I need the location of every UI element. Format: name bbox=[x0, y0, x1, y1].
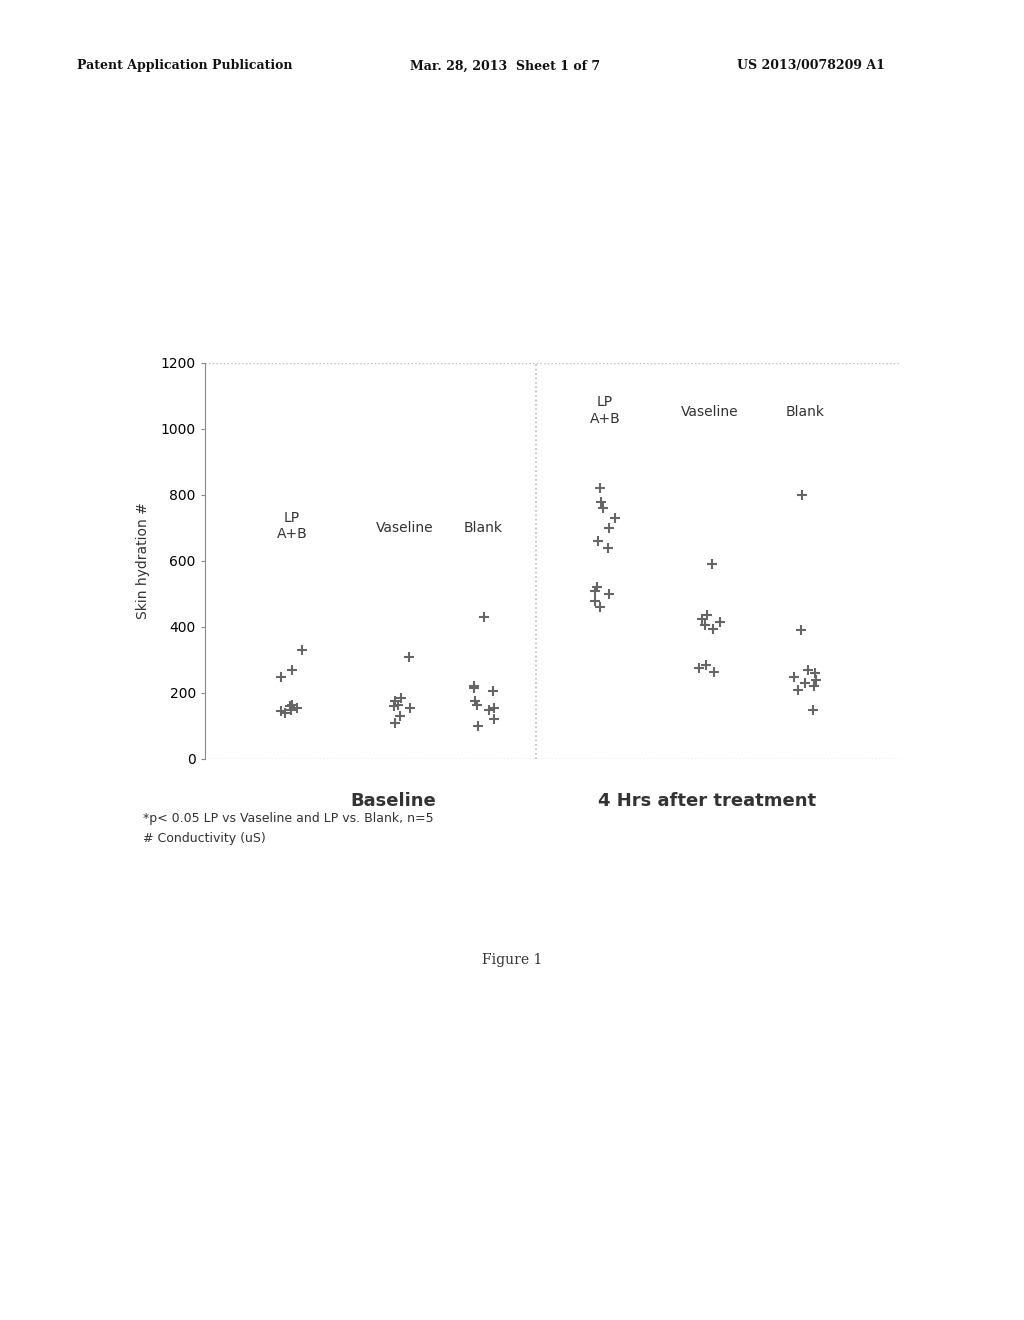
Text: Vaseline: Vaseline bbox=[681, 405, 738, 418]
Text: # Conductivity (uS): # Conductivity (uS) bbox=[143, 832, 266, 845]
Text: LP
A+B: LP A+B bbox=[590, 396, 621, 425]
Text: LP
A+B: LP A+B bbox=[276, 511, 307, 541]
Text: Blank: Blank bbox=[464, 520, 503, 535]
Text: US 2013/0078209 A1: US 2013/0078209 A1 bbox=[737, 59, 885, 73]
Text: Patent Application Publication: Patent Application Publication bbox=[77, 59, 292, 73]
Text: Vaseline: Vaseline bbox=[376, 520, 434, 535]
Text: Mar. 28, 2013  Sheet 1 of 7: Mar. 28, 2013 Sheet 1 of 7 bbox=[410, 59, 600, 73]
Text: Blank: Blank bbox=[785, 405, 825, 418]
Text: Baseline: Baseline bbox=[350, 792, 436, 810]
Text: Figure 1: Figure 1 bbox=[482, 953, 542, 968]
Text: 4 Hrs after treatment: 4 Hrs after treatment bbox=[598, 792, 816, 810]
Text: *p< 0.05 LP vs Vaseline and LP vs. Blank, n=5: *p< 0.05 LP vs Vaseline and LP vs. Blank… bbox=[143, 812, 434, 825]
Y-axis label: Skin hydration #: Skin hydration # bbox=[135, 503, 150, 619]
